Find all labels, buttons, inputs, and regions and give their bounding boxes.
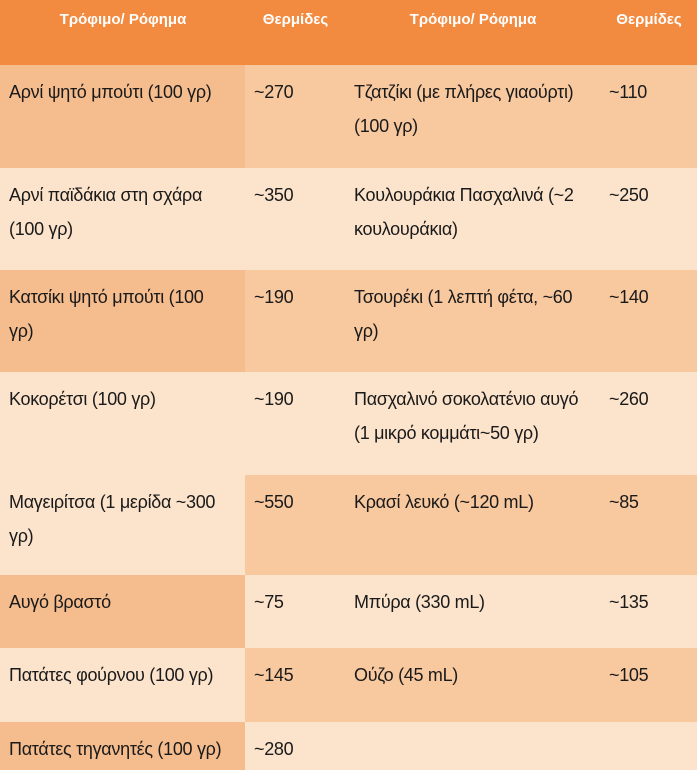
- calories-cell: ~260: [600, 372, 697, 475]
- calories-cell: ~280: [245, 722, 345, 770]
- food-cell: Κρασί λευκό (~120 mL): [345, 475, 600, 575]
- calories-cell: ~145: [245, 648, 345, 722]
- column-header-food-right: Τρόφιμο/ Ρόφημα: [345, 0, 600, 65]
- food-cell: Μαγειρίτσα (1 μερίδα ~300 γρ): [0, 475, 245, 575]
- food-cell: [345, 722, 600, 770]
- calories-cell: ~85: [600, 475, 697, 575]
- food-cell: Τζατζίκι (με πλήρες γιαούρτι) (100 γρ): [345, 65, 600, 168]
- calories-cell: ~140: [600, 270, 697, 372]
- food-cell: Κατσίκι ψητό μπούτι (100 γρ): [0, 270, 245, 372]
- food-cell: Τσουρέκι (1 λεπτή φέτα, ~60 γρ): [345, 270, 600, 372]
- calories-cell: [600, 722, 697, 770]
- calories-cell: ~250: [600, 168, 697, 270]
- calories-cell: ~75: [245, 575, 345, 648]
- calories-cell: ~350: [245, 168, 345, 270]
- food-cell: Πατάτες τηγανητές (100 γρ): [0, 722, 245, 770]
- food-cell: Αρνί παϊδάκια στη σχάρα (100 γρ): [0, 168, 245, 270]
- calories-cell: ~270: [245, 65, 345, 168]
- calories-cell: ~105: [600, 648, 697, 722]
- food-cell: Κοκορέτσι (100 γρ): [0, 372, 245, 475]
- calories-cell: ~135: [600, 575, 697, 648]
- food-cell: Ούζο (45 mL): [345, 648, 600, 722]
- calories-cell: ~110: [600, 65, 697, 168]
- food-cell: Κουλουράκια Πασχαλινά (~2 κουλουράκια): [345, 168, 600, 270]
- food-cell: Πατάτες φούρνου (100 γρ): [0, 648, 245, 722]
- food-cell: Αρνί ψητό μπούτι (100 γρ): [0, 65, 245, 168]
- calories-cell: ~550: [245, 475, 345, 575]
- calories-cell: ~190: [245, 372, 345, 475]
- calories-cell: ~190: [245, 270, 345, 372]
- column-header-calories-left: Θερμίδες: [245, 0, 345, 65]
- food-cell: Πασχαλινό σοκολατένιο αυγό (1 μικρό κομμ…: [345, 372, 600, 475]
- column-header-food-left: Τρόφιμο/ Ρόφημα: [0, 0, 245, 65]
- column-header-calories-right: Θερμίδες: [600, 0, 697, 65]
- food-cell: Αυγό βραστό: [0, 575, 245, 648]
- food-cell: Μπύρα (330 mL): [345, 575, 600, 648]
